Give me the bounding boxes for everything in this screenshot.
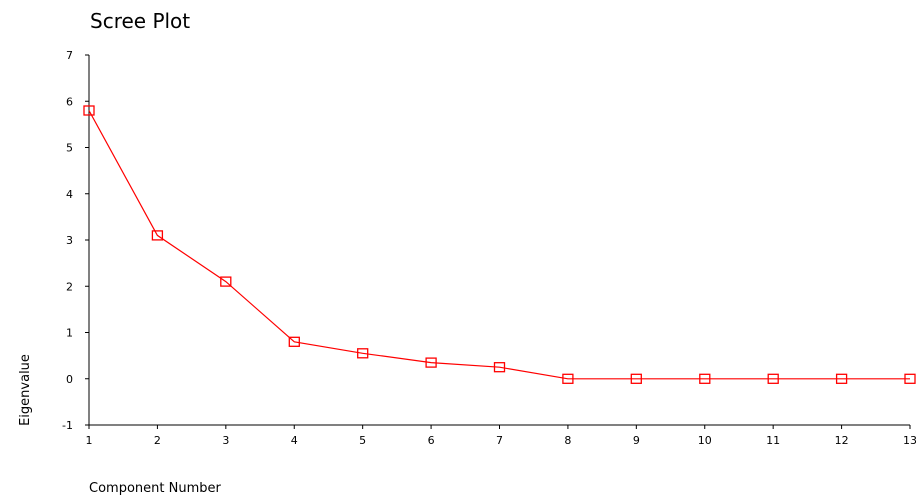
x-tick-label: 7 bbox=[496, 434, 503, 447]
x-tick-label: 13 bbox=[903, 434, 916, 447]
data-point-marker bbox=[630, 373, 642, 384]
data-point-marker bbox=[835, 373, 848, 384]
y-tick-label: 0 bbox=[66, 373, 73, 386]
y-tick-label: 5 bbox=[66, 142, 73, 155]
data-point-marker bbox=[288, 336, 300, 347]
data-point-marker bbox=[425, 357, 437, 368]
x-axis-label: Component Number bbox=[89, 481, 221, 495]
y-tick-label: 2 bbox=[66, 280, 73, 293]
x-tick-label: 3 bbox=[222, 434, 229, 447]
data-point-marker bbox=[220, 276, 232, 287]
y-tick-label: 3 bbox=[66, 234, 73, 247]
x-tick-label: 5 bbox=[359, 434, 366, 447]
x-tick-label: 8 bbox=[564, 434, 571, 447]
y-tick-label: -1 bbox=[62, 419, 73, 432]
y-tick-label: 1 bbox=[66, 327, 73, 340]
x-tick-label: 10 bbox=[698, 434, 712, 447]
data-point-marker bbox=[493, 362, 506, 373]
x-tick-label: 11 bbox=[766, 434, 780, 447]
x-tick-label: 6 bbox=[428, 434, 435, 447]
data-point-marker bbox=[357, 348, 369, 359]
data-point-marker bbox=[83, 105, 95, 116]
series-line bbox=[88, 110, 910, 380]
series-layer bbox=[83, 105, 916, 384]
data-point-marker bbox=[904, 373, 916, 384]
y-tick-label: 6 bbox=[66, 95, 73, 108]
data-point-marker bbox=[562, 373, 574, 384]
x-tick-label: 12 bbox=[835, 434, 849, 447]
y-tick-label: 4 bbox=[66, 188, 73, 201]
x-tick-label: 2 bbox=[154, 434, 161, 447]
x-tick-label: 4 bbox=[291, 434, 298, 447]
x-tick-label: 1 bbox=[86, 434, 93, 447]
data-point-marker bbox=[699, 373, 711, 384]
y-axis-label: Eigenvalue bbox=[18, 354, 33, 426]
data-point-marker bbox=[767, 373, 779, 384]
y-tick-label: 7 bbox=[66, 49, 73, 62]
data-point-marker bbox=[151, 230, 164, 241]
x-tick-label: 9 bbox=[633, 434, 640, 447]
chart-title: Scree Plot bbox=[90, 9, 190, 33]
